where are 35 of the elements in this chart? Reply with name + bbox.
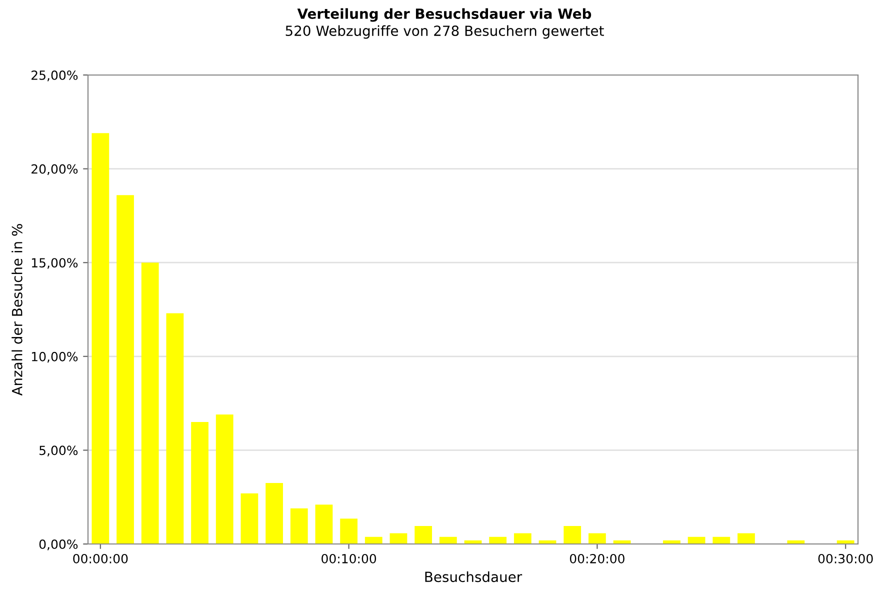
bar [588, 533, 606, 544]
bar [141, 262, 159, 544]
chart-subtitle: 520 Webzugriffe von 278 Besuchern gewertet [286, 25, 604, 39]
bar [216, 414, 234, 544]
bar [166, 313, 184, 544]
y-tick-label: 20,00% [32, 164, 78, 175]
y-axis-title: Anzahl der Besuche in % [12, 224, 22, 396]
bar [390, 533, 408, 544]
bar [738, 533, 755, 544]
bar [92, 133, 110, 544]
x-tick-label: 00:10:00 [322, 554, 376, 564]
bar [240, 493, 258, 544]
bar [364, 536, 382, 544]
bar [564, 526, 582, 544]
chart-title: Verteilung der Besuchsdauer via Web [297, 8, 592, 22]
x-tick-label: 00:20:00 [570, 554, 624, 564]
bar [266, 483, 283, 544]
x-tick-label: 00:00:00 [73, 554, 128, 564]
y-tick-label: 0,00% [39, 539, 78, 550]
bar [439, 536, 457, 544]
y-tick-label: 15,00% [32, 258, 78, 269]
bar [191, 422, 208, 544]
bar [712, 536, 730, 544]
y-tick-label: 10,00% [32, 352, 78, 363]
bar [116, 195, 134, 544]
y-tick-label: 25,00% [32, 70, 78, 82]
bar [514, 533, 532, 544]
bar [340, 518, 358, 544]
bar [414, 526, 432, 544]
x-tick-label: 00:30:00 [818, 554, 873, 564]
bar [290, 508, 308, 544]
y-tick-label: 5,00% [40, 446, 78, 456]
bar [315, 504, 333, 544]
bar [489, 536, 507, 544]
x-axis-title: Besuchsdauer [425, 571, 522, 582]
